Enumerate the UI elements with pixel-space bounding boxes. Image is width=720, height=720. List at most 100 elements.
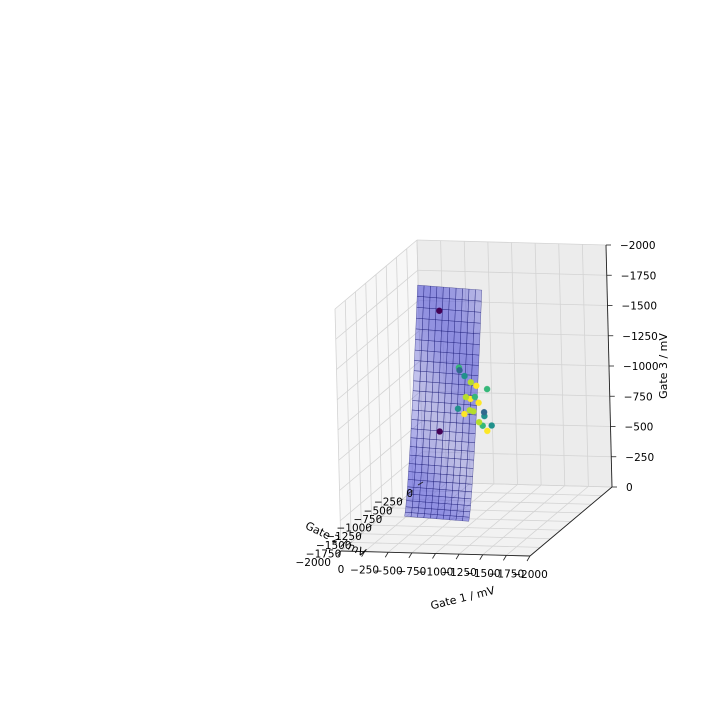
surface-patch [436,286,444,299]
surface-patch [463,498,472,506]
surface-patch [419,487,427,496]
surface-patch [432,488,440,497]
surface-patch [469,414,477,425]
z-axis-label: Gate 3 / mV [657,333,670,399]
surface-patch [434,465,442,475]
gate2-tick-label: −500 [364,505,393,517]
grid-line-gate3-left [339,451,423,522]
surface-patch [468,433,476,443]
surface-patch [426,371,434,383]
grid-line-gate2-floor [371,524,561,531]
grid-line-gate3-left [338,390,422,461]
surface-patch [460,458,468,469]
surface [404,284,482,522]
surface-patch [453,458,462,468]
surface-patch [419,371,427,382]
surface-patch [467,442,475,452]
gate1-tick-label: −1250 [441,567,477,579]
surface-patch [457,497,465,506]
surface-patch [450,503,458,511]
scatter-point [462,393,470,401]
surface-patch [408,454,417,465]
surface-patch [474,300,482,313]
scatter-point [472,382,480,390]
surface-patch [414,463,423,473]
gate1-tick [479,554,484,560]
surface-patch [456,510,464,517]
grid-line-gate3-left [339,421,422,491]
surface-patch [465,475,473,485]
gate2-tick-label: −1500 [316,540,352,552]
gate1-tick [503,555,507,561]
surface-patch [445,482,454,491]
surface-patch [472,333,481,345]
surface-patch [434,456,442,467]
surface-patch [464,491,472,500]
surface-patch [427,464,435,474]
surface-patch [446,466,455,476]
surface-patch [428,308,437,320]
surface-patch [449,510,458,517]
surface-patch [438,496,446,504]
scatter-point [461,372,468,380]
surface-patch [417,507,426,514]
surface-patch [430,514,438,519]
surface-patch [439,362,447,374]
surface-patch [416,307,424,319]
surface-patch [410,419,419,430]
surface-patch [404,512,412,517]
surface-patch [472,343,480,356]
surface-patch [442,298,450,310]
surface-patch [439,372,447,384]
surface-patch [424,401,432,412]
surface-patch [462,423,470,434]
surface-patch [427,350,435,363]
surface-patch [416,296,424,308]
surface-patch [413,370,421,382]
surface-patch [448,298,456,311]
surface-patch [432,382,440,393]
surface-patch [448,440,456,451]
surface-patch [446,352,454,364]
surface-patch [468,288,476,301]
surface-patch [411,507,419,514]
surface-patch [453,331,461,344]
surface-patch [439,481,447,490]
surface-patch [433,361,441,373]
surface-patch [448,309,456,322]
surface-patch [451,490,459,499]
surface-patch [405,506,413,513]
surface-patch [447,457,455,468]
surface-patch [440,465,448,475]
surface-patch [422,318,430,331]
surface-patch [415,455,423,465]
surface-patch [450,393,459,405]
scatter-point [475,399,482,407]
surface-patch [461,299,469,312]
scatter-point [488,422,496,429]
surface-patch [423,513,432,519]
surface-patch [467,300,476,312]
gate2-tick-label: 0 [406,488,413,500]
surface-patch [438,382,446,394]
gate1-tick-label: −250 [350,565,379,577]
surface-patch [423,420,431,431]
surface-patch [408,463,416,473]
surface-patch [446,474,454,483]
surface-patch [440,457,449,467]
gate1-tick-label: 0 [338,564,345,576]
surface-patch [425,381,433,393]
surface-patch [409,437,418,448]
surface-patch [430,508,439,515]
surface-patch [466,343,474,355]
surface-patch [444,393,452,404]
surface-patch [418,391,427,402]
surface-patch [413,487,421,496]
surface-patch [413,360,422,372]
surface-patch [407,471,416,481]
surface-patch [426,488,434,497]
grid-line-gate3-right [416,239,607,246]
surface-patch [428,456,436,466]
scatter-point [436,428,444,435]
surface-patch [431,392,439,403]
